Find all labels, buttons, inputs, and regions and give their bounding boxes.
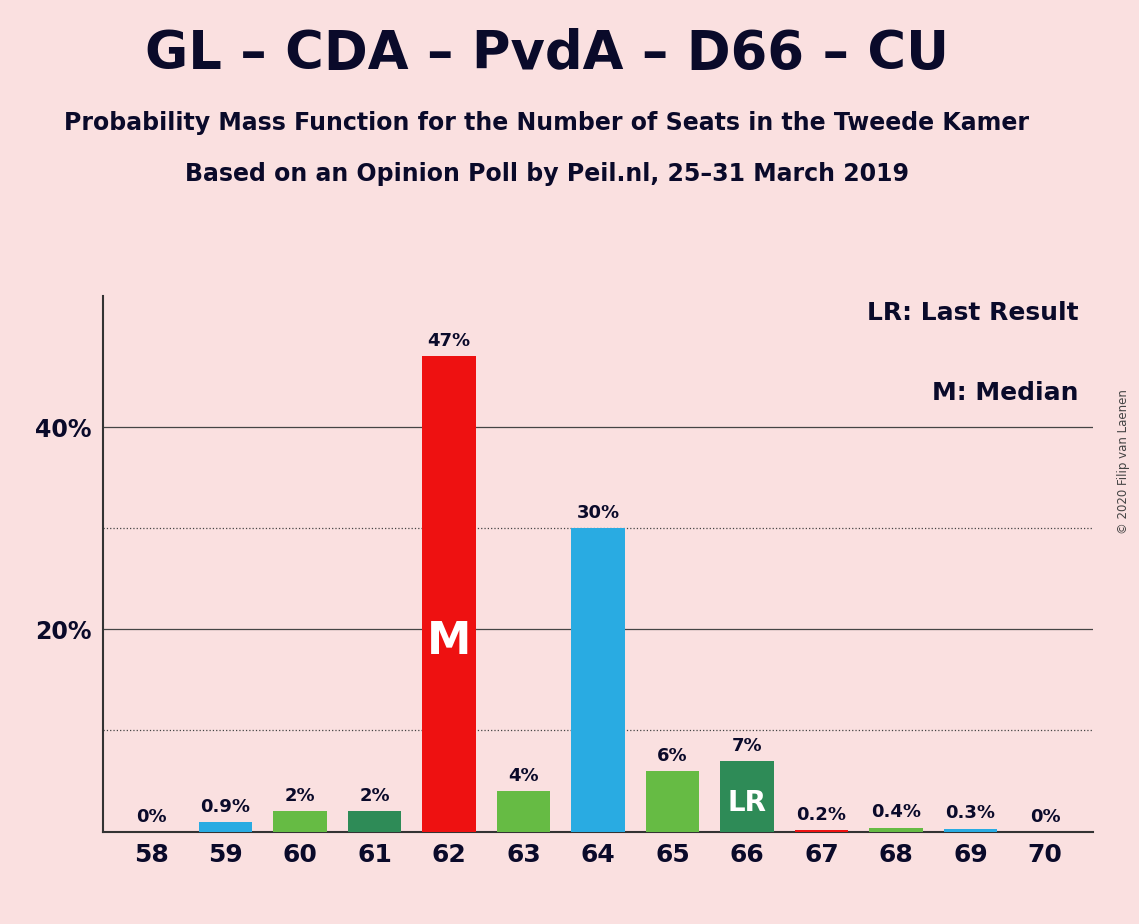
Text: 2%: 2% bbox=[359, 787, 390, 806]
Text: 4%: 4% bbox=[508, 767, 539, 785]
Text: GL – CDA – PvdA – D66 – CU: GL – CDA – PvdA – D66 – CU bbox=[145, 28, 949, 79]
Text: M: M bbox=[427, 620, 472, 663]
Bar bbox=[347, 811, 401, 832]
Text: 6%: 6% bbox=[657, 747, 688, 765]
Bar bbox=[720, 760, 773, 832]
Bar bbox=[497, 791, 550, 832]
Text: 47%: 47% bbox=[427, 333, 470, 350]
Text: Probability Mass Function for the Number of Seats in the Tweede Kamer: Probability Mass Function for the Number… bbox=[64, 111, 1030, 135]
Text: 2%: 2% bbox=[285, 787, 316, 806]
Text: 0%: 0% bbox=[1030, 808, 1060, 825]
Text: M: Median: M: Median bbox=[932, 382, 1079, 406]
Bar bbox=[795, 830, 849, 832]
Text: © 2020 Filip van Laenen: © 2020 Filip van Laenen bbox=[1117, 390, 1130, 534]
Text: Based on an Opinion Poll by Peil.nl, 25–31 March 2019: Based on an Opinion Poll by Peil.nl, 25–… bbox=[185, 162, 909, 186]
Bar bbox=[198, 822, 252, 832]
Bar bbox=[571, 529, 625, 832]
Text: 0.4%: 0.4% bbox=[871, 804, 921, 821]
Text: 7%: 7% bbox=[731, 736, 762, 755]
Text: 0%: 0% bbox=[136, 808, 166, 825]
Text: 0.3%: 0.3% bbox=[945, 805, 995, 822]
Text: 0.2%: 0.2% bbox=[796, 806, 846, 823]
Bar bbox=[273, 811, 327, 832]
Text: 0.9%: 0.9% bbox=[200, 798, 251, 817]
Text: 30%: 30% bbox=[576, 505, 620, 522]
Text: LR: LR bbox=[728, 789, 767, 818]
Bar bbox=[646, 771, 699, 832]
Bar bbox=[944, 829, 998, 832]
Bar bbox=[869, 828, 923, 832]
Text: LR: Last Result: LR: Last Result bbox=[867, 301, 1079, 325]
Bar bbox=[423, 357, 476, 832]
